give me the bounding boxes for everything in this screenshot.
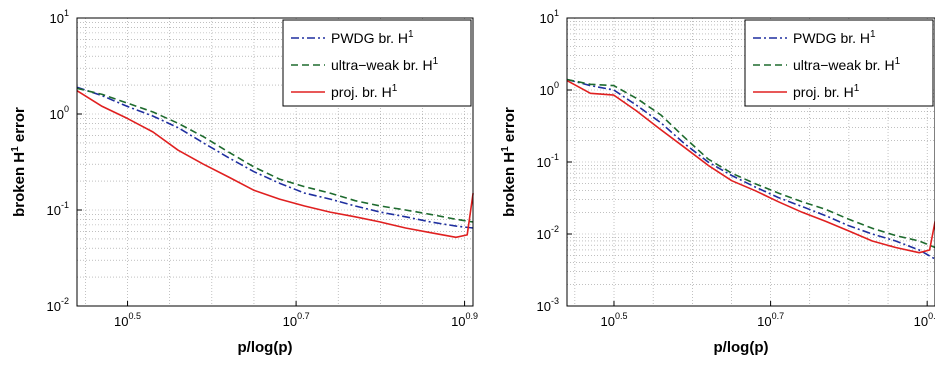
legend-label-3: proj. br. H1 — [793, 83, 860, 100]
y-tick-label: 10-2 — [537, 224, 559, 242]
chart-panel-1: 101 100 10-1 10-2 100.5 100.7 100.9 p/log(p) bro… — [10, 8, 478, 356]
y-tick-label: 101 — [50, 8, 69, 26]
y-tick-label: 10-2 — [47, 296, 69, 314]
series-line-2 — [566, 78, 935, 249]
y-tick-label: 101 — [540, 8, 559, 26]
series-line-3 — [566, 79, 935, 254]
series-line-3 — [76, 90, 474, 239]
x-axis-label: p/log(p) — [714, 339, 769, 356]
x-tick-label: 100.9 — [914, 311, 935, 329]
legend: PWDG br. H1 ultra−weak br. H1 proj. br. H1 — [744, 19, 934, 107]
y-axis-label: broken H1 error — [500, 107, 518, 217]
y-tick-label: 100 — [50, 104, 69, 122]
x-tick-label: 100.7 — [757, 311, 784, 329]
series-line-1 — [566, 78, 935, 260]
x-tick-label: 100.5 — [600, 311, 627, 329]
x-tick-label: 100.5 — [114, 311, 141, 329]
x-tick-label: 100.9 — [451, 311, 478, 329]
legend-label-1: PWDG br. H1 — [793, 29, 876, 46]
x-tick-label: 100.7 — [283, 311, 310, 329]
y-tick-label: 10-3 — [537, 296, 559, 314]
series-line-2 — [76, 87, 474, 223]
legend: PWDG br. H1 ultra−weak br. H1 proj. br. H1 — [282, 19, 472, 107]
y-axis-label: broken H1 error — [10, 107, 28, 217]
y-tick-label: 10-1 — [47, 200, 69, 218]
legend-label-2: ultra−weak br. H1 — [793, 56, 901, 73]
legend-label-1: PWDG br. H1 — [331, 29, 414, 46]
chart-panel-2: 101 100 10-1 10-2 10-3 100.5 100.7 100.9 p/log(p… — [500, 8, 935, 356]
plot-frame — [76, 17, 474, 307]
y-tick-label: 10-1 — [537, 152, 559, 170]
legend-label-2: ultra−weak br. H1 — [331, 56, 439, 73]
x-axis-label: p/log(p) — [238, 339, 293, 356]
legend-label-3: proj. br. H1 — [331, 83, 398, 100]
y-tick-label: 100 — [540, 80, 559, 98]
series-line-1 — [76, 86, 474, 229]
